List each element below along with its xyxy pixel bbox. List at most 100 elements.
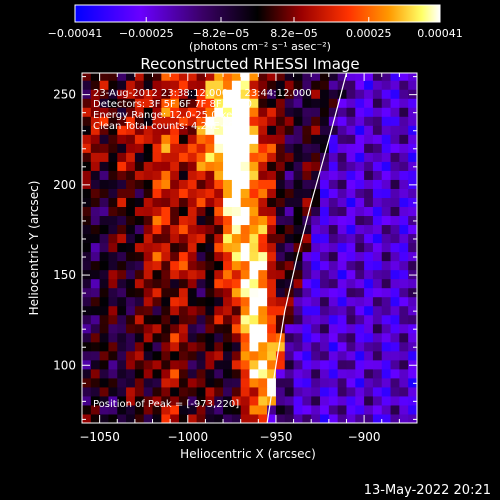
heatmap-cell (372, 242, 383, 253)
heatmap-cell (408, 233, 417, 244)
heatmap-cell (187, 188, 198, 198)
heatmap-cell (214, 116, 224, 126)
heatmap-cell (196, 386, 206, 397)
heatmap-cell (205, 278, 215, 289)
heatmap-cell (240, 404, 250, 415)
heatmap-cell (320, 80, 330, 90)
heatmap-cell (99, 116, 109, 126)
heatmap-cell (134, 143, 145, 153)
heatmap-cell (117, 161, 127, 171)
heatmap-cell (355, 125, 365, 135)
heatmap-cell (108, 377, 118, 388)
heatmap-cell (99, 170, 109, 180)
heatmap-cell (355, 368, 365, 379)
heatmap-cell (205, 359, 215, 370)
heatmap-cell (161, 251, 171, 262)
heatmap-cell (187, 323, 198, 334)
heatmap-cell (205, 206, 215, 217)
heatmap-cell (143, 260, 154, 271)
heatmap-cell (372, 296, 383, 307)
heatmap-cell (311, 413, 321, 423)
heatmap-cell (223, 377, 233, 388)
heatmap-cell (390, 368, 400, 379)
heatmap-cell (249, 296, 259, 307)
heatmap-cell (134, 224, 145, 235)
heatmap-cell (117, 350, 127, 361)
heatmap-cell (346, 152, 356, 162)
heatmap-cell (99, 152, 109, 162)
heatmap-cell (117, 251, 127, 262)
heatmap-cell (408, 287, 417, 298)
heatmap-cell (223, 215, 233, 226)
heatmap-cell (390, 269, 400, 280)
heatmap-cell (275, 386, 286, 397)
heatmap-cell (311, 341, 321, 352)
heatmap-cell (187, 377, 198, 388)
heatmap-cell (381, 215, 392, 226)
heatmap-cell (399, 269, 409, 280)
heatmap-cell (82, 296, 92, 307)
heatmap-cell (205, 386, 215, 397)
heatmap-cell (161, 73, 171, 81)
heatmap-cell (240, 251, 250, 262)
heatmap-cell (108, 332, 118, 343)
heatmap-cell (258, 377, 268, 388)
heatmap-cell (293, 287, 303, 298)
heatmap-cell (82, 377, 92, 388)
heatmap-cell (267, 413, 277, 423)
heatmap-cell (346, 278, 356, 289)
heatmap-cell (214, 188, 224, 198)
heatmap-cell (134, 368, 145, 379)
heatmap-cell (293, 233, 303, 244)
heatmap-cell (240, 197, 250, 208)
heatmap-cell (152, 269, 162, 280)
heatmap-cell (108, 251, 118, 262)
heatmap-cell (372, 404, 383, 415)
heatmap-cell (170, 251, 180, 262)
heatmap-cell (408, 215, 417, 226)
heatmap-cell (196, 260, 206, 271)
heatmap-cell (152, 350, 162, 361)
heatmap-cell (355, 161, 365, 171)
heatmap-cell (240, 215, 250, 226)
heatmap-cell (284, 341, 295, 352)
x-tick-label: −900 (348, 430, 381, 444)
heatmap-cell (214, 350, 224, 361)
heatmap-cell (381, 323, 392, 334)
heatmap-cell (117, 206, 127, 217)
heatmap-cell (302, 251, 312, 262)
heatmap-cell (372, 188, 383, 198)
heatmap-cell (108, 386, 118, 397)
heatmap-cell (214, 287, 224, 298)
heatmap-cell (223, 188, 233, 198)
heatmap-cell (390, 161, 400, 171)
heatmap-cell (205, 98, 215, 108)
heatmap-cell (293, 341, 303, 352)
heatmap-cell (408, 89, 417, 99)
heatmap-cell (178, 170, 189, 180)
heatmap-cell (267, 116, 277, 126)
heatmap-cell (275, 341, 286, 352)
heatmap-cell (214, 98, 224, 108)
heatmap-cell (267, 359, 277, 370)
heatmap-cell (284, 179, 295, 189)
heatmap-cell (187, 179, 198, 189)
heatmap-cell (134, 296, 145, 307)
heatmap-cell (390, 98, 400, 108)
heatmap-cell (205, 287, 215, 298)
heatmap-cell (408, 73, 417, 81)
heatmap-cell (399, 386, 409, 397)
heatmap-cell (328, 242, 339, 253)
heatmap-cell (187, 170, 198, 180)
heatmap-cell (108, 107, 118, 117)
heatmap-cell (214, 125, 224, 135)
heatmap-cell (408, 152, 417, 162)
heatmap-cell (328, 188, 339, 198)
heatmap-cell (134, 134, 145, 144)
heatmap-cell (258, 395, 268, 406)
heatmap-cell (267, 233, 277, 244)
heatmap-cell (267, 269, 277, 280)
heatmap-cell (293, 278, 303, 289)
heatmap-cell (117, 242, 127, 253)
heatmap-cell (178, 404, 189, 415)
